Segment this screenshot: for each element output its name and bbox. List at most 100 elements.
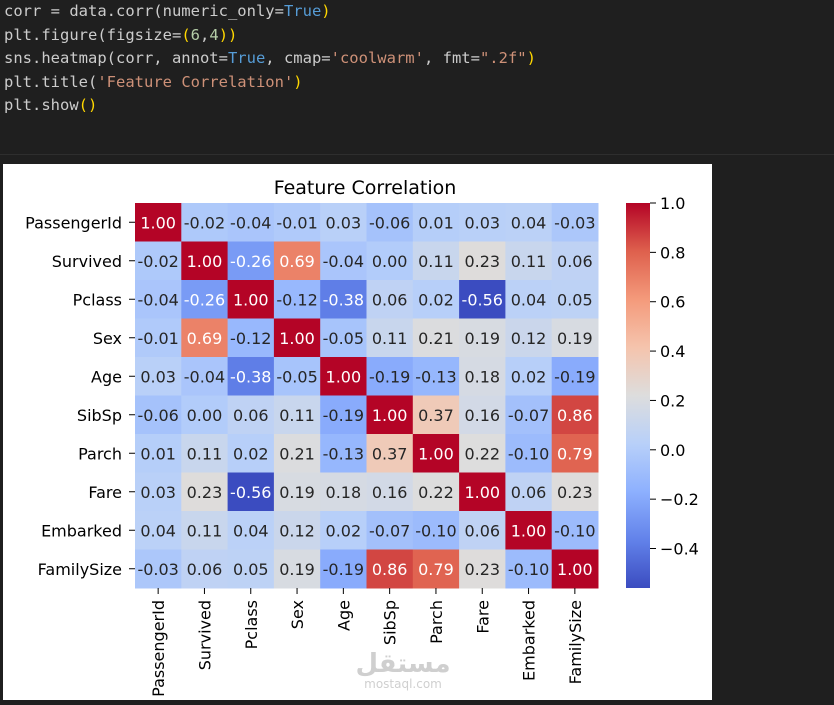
code-token: plt.show <box>4 96 79 114</box>
heatmap-cell <box>505 280 553 319</box>
heatmap-cell <box>135 357 182 396</box>
heatmap-cell <box>459 549 506 589</box>
cell-annotation: -0.06 <box>137 406 178 425</box>
code-token: () <box>78 96 98 114</box>
cell-annotation: -0.26 <box>184 290 225 309</box>
colorbar <box>626 203 650 588</box>
chart-title: Feature Correlation <box>274 177 457 199</box>
code-token: sns.heatmap(corr, annot= <box>4 49 228 67</box>
cell-annotation: -0.04 <box>323 252 364 271</box>
heatmap-cell <box>227 318 275 358</box>
colorbar-tick-label: 1.0 <box>660 194 685 213</box>
y-tick-label: SibSp <box>77 406 122 425</box>
cell-annotation: 0.19 <box>557 329 593 348</box>
heatmap-cell <box>227 280 275 319</box>
heatmap-cell <box>227 511 275 550</box>
code-token: ) <box>526 49 536 67</box>
heatmap-cell <box>459 472 506 512</box>
code-token: ) <box>321 2 331 20</box>
code-cell[interactable]: corr = data.corr(numeric_only=True) plt.f… <box>0 0 834 155</box>
heatmap-cell <box>459 357 506 396</box>
cell-annotation: 0.23 <box>464 252 500 271</box>
heatmap-cell <box>366 511 414 550</box>
cell-annotation: 0.16 <box>372 483 408 502</box>
x-tick-label: Parch <box>427 600 446 644</box>
code-token: plt.figure(figsize= <box>4 25 182 44</box>
cell-annotation: 0.04 <box>511 213 547 232</box>
cell-annotation: 0.79 <box>418 560 454 579</box>
cell-annotation: 0.04 <box>511 290 547 309</box>
code-token: , cmap= <box>265 49 331 67</box>
heatmap-cell <box>273 241 321 281</box>
cell-annotation: -0.07 <box>369 521 410 540</box>
x-tick-label: SibSp <box>381 600 400 645</box>
heatmap-cell <box>273 395 321 435</box>
cell-annotation: -0.05 <box>276 367 317 386</box>
cell-annotation: 0.05 <box>233 560 269 579</box>
cell-annotation: 0.22 <box>418 483 454 502</box>
y-tick-label: Sex <box>93 329 122 348</box>
cell-annotation: 0.03 <box>140 367 176 386</box>
cell-annotation: -0.19 <box>323 560 364 579</box>
heatmap-cell <box>273 318 321 358</box>
cell-annotation: -0.01 <box>137 329 178 348</box>
heatmap-cell <box>459 395 506 435</box>
cell-annotation: 0.06 <box>372 290 408 309</box>
heatmap-cell <box>320 472 367 512</box>
heatmap-cell <box>181 472 229 512</box>
heatmap-cell <box>320 395 367 435</box>
cell-annotation: 1.00 <box>418 444 454 463</box>
heatmap-cell <box>320 434 367 473</box>
heatmap-cell <box>412 395 460 435</box>
cell-annotation: 0.11 <box>187 444 223 463</box>
cell-annotation: -0.19 <box>369 367 410 386</box>
heatmap-cell <box>320 241 367 281</box>
colorbar-tick-label: 0.0 <box>660 441 685 460</box>
colorbar-tick-label: 0.2 <box>660 391 685 410</box>
cell-annotation: 0.19 <box>464 329 500 348</box>
heatmap-cell <box>227 434 275 473</box>
code-token: True <box>227 49 266 67</box>
code-token: 4 <box>209 25 219 44</box>
cell-annotation: 0.11 <box>418 252 454 271</box>
heatmap-cell <box>135 395 182 435</box>
heatmap-cell <box>505 511 553 550</box>
cell-annotation: -0.03 <box>137 560 178 579</box>
heatmap-chart: Feature Correlation 1.00 -0.02 -0.04 -0.01 0… <box>25 177 699 697</box>
y-tick-label: FamilySize <box>38 560 122 579</box>
colorbar-tick-label: −0.4 <box>660 540 699 559</box>
cell-annotation: 0.79 <box>557 444 593 463</box>
cell-annotation: 0.03 <box>326 213 362 232</box>
cell-annotation: -0.13 <box>415 367 456 386</box>
cell-annotation: 0.12 <box>279 521 315 540</box>
heatmap-cell <box>551 395 599 435</box>
cell-annotation: 0.86 <box>557 406 593 425</box>
heatmap-cell <box>459 280 506 319</box>
heatmap-cell <box>135 203 182 242</box>
heatmap-cell <box>459 434 506 473</box>
cell-annotation: -0.02 <box>137 252 178 271</box>
cell-annotation: 0.21 <box>279 444 315 463</box>
cell-annotation: 1.00 <box>464 483 500 502</box>
cell-annotation: 0.00 <box>187 406 223 425</box>
cell-annotation: -0.13 <box>323 444 364 463</box>
heatmap-cell <box>551 549 599 589</box>
heatmap-cell <box>273 434 321 473</box>
cell-annotation: 1.00 <box>279 329 315 348</box>
cell-annotation: -0.01 <box>276 213 317 232</box>
cell-annotation: -0.38 <box>323 290 364 309</box>
cell-annotation: 1.00 <box>372 406 408 425</box>
heatmap-cell <box>412 549 460 589</box>
cell-annotation: 0.37 <box>418 406 454 425</box>
heatmap-cell <box>459 511 506 550</box>
heatmap-cell <box>227 357 275 396</box>
cell-annotation: 0.01 <box>140 444 176 463</box>
code-token: , <box>200 25 210 44</box>
heatmap-cell <box>273 472 321 512</box>
heatmap-cell <box>366 434 414 473</box>
heatmap-cell <box>135 280 182 319</box>
heatmap-cell <box>320 280 367 319</box>
y-tick-label: Parch <box>78 444 122 463</box>
cell-annotation: 0.19 <box>279 560 315 579</box>
